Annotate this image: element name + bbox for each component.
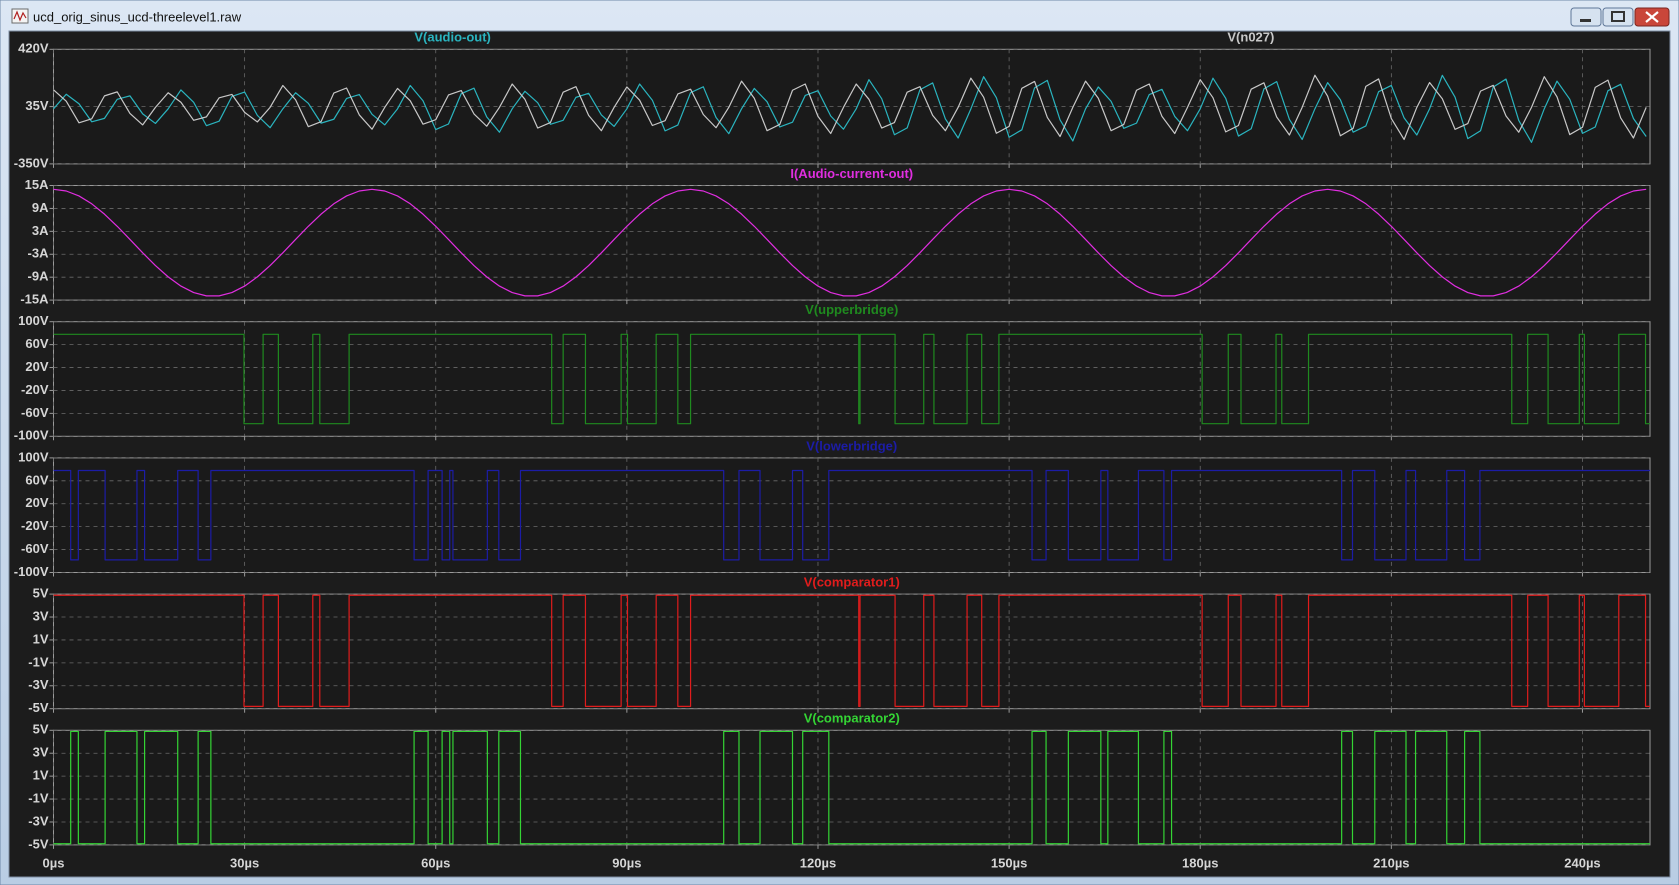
trace-legend: V(lowerbridge) — [806, 438, 897, 453]
y-tick-label: -9A — [28, 269, 50, 284]
plot-area — [53, 593, 1651, 710]
y-tick-label: 20V — [25, 359, 48, 374]
y-tick-label: 15A — [25, 177, 49, 192]
trace-legend: I(Audio-current-out) — [790, 166, 913, 181]
y-tick-label: 420V — [18, 41, 49, 56]
y-tick-label: 100V — [18, 449, 49, 464]
x-tick-label: 30µs — [230, 855, 259, 870]
y-tick-label: -20V — [21, 518, 49, 533]
trace-legend: V(upperbridge) — [805, 302, 898, 317]
trace — [53, 730, 1650, 845]
trace — [53, 333, 1650, 425]
y-tick-label: 1V — [33, 768, 49, 783]
trace-legend: V(n027) — [1227, 30, 1274, 45]
trace-legend: V(comparator2) — [804, 711, 900, 726]
plot-area — [53, 457, 1651, 573]
y-tick-label: 3V — [33, 608, 49, 623]
y-tick-label: 5V — [33, 722, 49, 737]
trace — [53, 188, 1647, 297]
y-tick-label: -5V — [28, 836, 49, 851]
trace-legend: V(comparator1) — [804, 575, 900, 590]
trace-legend: V(audio-out) — [414, 30, 491, 45]
y-tick-label: -1V — [28, 790, 49, 805]
plot-area — [53, 321, 1651, 437]
y-tick-label: 35V — [25, 98, 48, 113]
trace — [53, 74, 1647, 141]
y-tick-label: -100V — [14, 428, 49, 443]
y-tick-label: -5V — [28, 700, 49, 715]
y-tick-label: -60V — [21, 405, 49, 420]
x-tick-label: 120µs — [800, 855, 836, 870]
y-tick-label: 3A — [32, 223, 49, 238]
minimize-button[interactable] — [1570, 7, 1602, 27]
y-tick-label: 20V — [25, 495, 48, 510]
y-tick-label: -20V — [21, 382, 49, 397]
x-tick-label: 90µs — [612, 855, 641, 870]
trace — [53, 594, 1650, 708]
x-tick-label: 240µs — [1564, 855, 1600, 870]
y-tick-label: 1V — [33, 631, 49, 646]
plot-area — [53, 48, 1651, 165]
plot-area — [53, 729, 1651, 846]
window-icon — [11, 8, 29, 24]
maximize-button[interactable] — [1602, 7, 1634, 27]
y-tick-label: -350V — [14, 155, 49, 170]
y-tick-label: 5V — [33, 586, 49, 601]
plot-area — [53, 185, 1651, 301]
y-tick-label: -100V — [14, 564, 49, 579]
y-tick-label: -1V — [28, 654, 49, 669]
y-tick-label: 3V — [33, 745, 49, 760]
y-tick-label: 9A — [32, 200, 49, 215]
y-tick-label: -3V — [28, 677, 49, 692]
x-tick-label: 0µs — [43, 855, 65, 870]
x-tick-label: 210µs — [1373, 855, 1409, 870]
y-tick-label: -60V — [21, 541, 49, 556]
trace — [53, 469, 1650, 561]
y-tick-label: -3V — [28, 813, 49, 828]
window-title: ucd_orig_sinus_ucd-threelevel1.raw — [33, 9, 242, 24]
y-tick-label: -15A — [20, 292, 49, 307]
y-tick-label: 60V — [25, 336, 48, 351]
y-tick-label: 60V — [25, 472, 48, 487]
trace — [53, 74, 1647, 143]
y-tick-label: 100V — [18, 313, 49, 328]
close-button[interactable] — [1634, 7, 1670, 27]
y-tick-label: -3A — [28, 246, 50, 261]
x-tick-label: 150µs — [991, 855, 1027, 870]
x-tick-label: 180µs — [1182, 855, 1218, 870]
x-tick-label: 60µs — [421, 855, 450, 870]
